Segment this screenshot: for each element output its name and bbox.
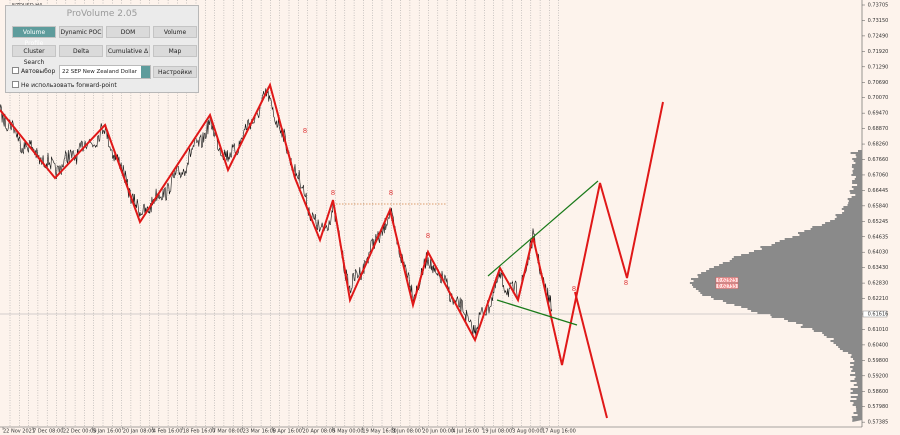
wave-marker: 8 (572, 285, 576, 293)
trend-line (487, 180, 599, 277)
price-label: 0.67660 (868, 157, 889, 163)
price-label: 0.70070 (868, 95, 889, 101)
wave-marker: 8 (331, 189, 335, 197)
price-label: 0.57385 (868, 420, 889, 426)
trend-line (496, 299, 578, 326)
price-label: 0.62210 (868, 296, 889, 302)
wave-marker: 8 (624, 279, 628, 287)
time-label: 22 Nov 2021 (3, 429, 35, 435)
checkbox-label: Не использовать forward-point (21, 82, 117, 89)
time-label: 7 Dec 08:00 (33, 429, 63, 435)
button[interactable]: Delta (59, 45, 103, 57)
time-label: 20 Jan 08:00 (123, 429, 155, 435)
price-label: 0.57980 (868, 404, 889, 410)
level-tag (715, 283, 739, 289)
time-label: 17 Aug 16:00 (542, 429, 576, 435)
time-label: 5 Jan 16:00 (93, 429, 121, 435)
price-line (0, 86, 553, 338)
level-tag (715, 277, 739, 283)
level-label: 0.62755 (718, 284, 737, 290)
price-label: 0.65245 (868, 219, 889, 225)
price-label: 0.62830 (868, 281, 889, 287)
price-label: 0.73705 (868, 3, 889, 9)
price-label: 0.59200 (868, 373, 889, 379)
time-label: 19 May 16:00 (362, 429, 396, 435)
button[interactable]: Volume (153, 26, 197, 38)
time-label: 20 Jun 00:00 (422, 429, 454, 435)
button[interactable]: Dynamic POC (59, 26, 103, 38)
price-label: 0.71290 (868, 64, 889, 70)
price-label: 0.61010 (868, 327, 889, 333)
current-price-tag (862, 310, 888, 318)
price-label: 0.69470 (868, 111, 889, 117)
button[interactable]: Cluster Search (12, 45, 56, 66)
time-label: 4 Feb 16:00 (153, 429, 183, 435)
wave-marker: 8 (426, 232, 430, 240)
price-label: 0.58600 (868, 389, 889, 395)
time-label: 20 Apr 08:00 (303, 429, 336, 435)
instrument-select[interactable]: 22 SEP New Zealand Dollar (59, 65, 151, 79)
button[interactable]: DOM (106, 26, 150, 38)
wave-marker: 8 (303, 127, 307, 135)
price-label: 0.63430 (868, 265, 889, 271)
zigzag-wave (0, 82, 664, 366)
time-label: 3 Jun 08:00 (392, 429, 421, 435)
settings-button[interactable]: Настройки (153, 66, 197, 78)
checkbox-label: Автовыбор (21, 68, 56, 75)
time-label: 5 May 00:00 (332, 429, 363, 435)
price-label: 0.67060 (868, 172, 889, 178)
time-label: 18 Feb 16:00 (183, 429, 216, 435)
price-label: 0.72490 (868, 33, 889, 39)
time-label: 19 Jul 08:00 (482, 429, 512, 435)
price-label: 0.64030 (868, 250, 889, 256)
price-label: 0.70690 (868, 80, 889, 86)
price-label: 0.61616 (868, 312, 889, 318)
time-label: 5 Apr 16:00 (273, 429, 302, 435)
provolume-panel: ProVolume 2.05 Volume Profile Dynamic PO… (5, 5, 199, 93)
forward-point-checkbox[interactable]: Не использовать forward-point (12, 81, 117, 90)
level-label: 0.62925 (718, 278, 737, 284)
price-label: 0.59800 (868, 358, 889, 364)
price-label: 0.73150 (868, 18, 889, 24)
price-label: 0.65840 (868, 203, 889, 209)
price-label: 0.66445 (868, 188, 889, 194)
time-label: 3 Aug 00:00 (512, 429, 543, 435)
price-label: 0.71920 (868, 49, 889, 55)
time-label: 7 Mar 08:00 (213, 429, 243, 435)
time-label: 23 Mar 16:00 (243, 429, 276, 435)
price-axis-bg (862, 0, 900, 435)
volume-profile (689, 150, 862, 422)
time-label: 22 Dec 00:00 (63, 429, 97, 435)
button[interactable]: Cumulative Δ (106, 45, 150, 57)
button[interactable]: Volume Profile (12, 26, 56, 47)
price-label: 0.64635 (868, 234, 889, 240)
price-label: 0.60400 (868, 342, 889, 348)
auto-select-checkbox[interactable]: Автовыбор (12, 67, 55, 76)
price-label: 0.68870 (868, 126, 889, 132)
time-label: 4 Jul 16:00 (452, 429, 479, 435)
forecast-wave (574, 291, 608, 419)
select-value: 22 SEP New Zealand Dollar (62, 69, 137, 75)
price-label: 0.68260 (868, 142, 889, 148)
button[interactable]: Map (153, 45, 197, 57)
wave-marker: 8 (389, 189, 393, 197)
panel-title: ProVolume 2.05 (66, 9, 138, 19)
